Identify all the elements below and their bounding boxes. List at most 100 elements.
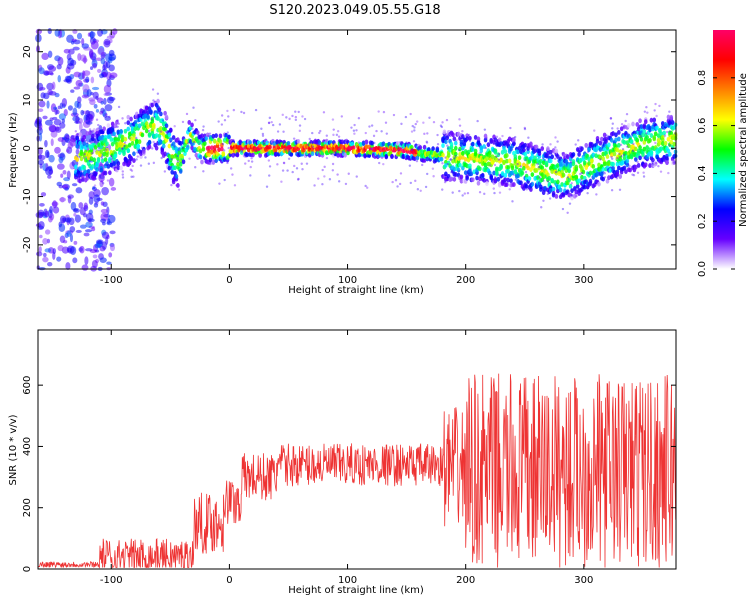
spectrogram-cell — [591, 163, 596, 169]
colorbar-ticks: 0.0 0.2 0.4 0.6 0.8 — [697, 70, 735, 277]
spectrogram-cell — [463, 156, 468, 162]
spectrogram-cell — [617, 136, 621, 142]
spectrogram-cell — [452, 176, 457, 182]
spectrogram-cell — [61, 118, 66, 124]
spectrogram-cell — [554, 170, 558, 174]
spectrogram-cell — [654, 102, 657, 106]
spectrogram-cell — [133, 143, 138, 149]
spectrogram-cell — [121, 173, 124, 176]
spectrogram-cell — [394, 179, 398, 182]
spectrogram-cell — [453, 157, 456, 160]
spectrogram-cell — [540, 206, 543, 209]
spectrogram-cell — [632, 142, 635, 146]
spectrogram-cell — [294, 115, 298, 119]
spectrogram-cell — [190, 122, 194, 128]
spectrogram-cell — [594, 153, 598, 159]
spectrogram-cell — [86, 168, 91, 174]
spectrogram-cell — [289, 152, 294, 157]
spectrogram-cell — [85, 109, 91, 117]
spectrogram-cell — [470, 177, 475, 183]
spectrogram-cell — [615, 147, 620, 153]
spectrogram-cell — [597, 162, 601, 168]
spectrogram-x-ticks: -100 0 100 200 300 — [100, 30, 593, 286]
spectrogram-y-label: Frequency (Hz) — [8, 112, 19, 188]
spectrogram-cell — [444, 139, 448, 145]
spectrogram-cell — [385, 132, 389, 135]
spectrogram-cell — [42, 238, 49, 245]
spectrogram-cell — [176, 183, 180, 188]
spectrogram-cell — [340, 115, 344, 118]
spectrogram-cell — [81, 264, 89, 271]
spectrogram-cell — [610, 189, 614, 192]
spectrogram-cell — [525, 188, 529, 191]
spectrogram-cell — [468, 139, 472, 143]
spectrogram-cell — [270, 120, 273, 124]
spectrogram-cell — [501, 134, 504, 138]
spectrogram-cell — [663, 140, 668, 146]
x-tick-label: 100 — [338, 575, 357, 586]
spectrogram-cell — [197, 140, 201, 146]
spectrogram-cell — [91, 178, 95, 182]
spectrogram-cell — [483, 192, 486, 196]
spectrogram-cell — [548, 149, 553, 155]
spectrogram-cell — [90, 66, 94, 70]
spectrogram-cell — [527, 136, 530, 139]
spectrogram-cell — [495, 155, 498, 158]
spectrogram-cell — [617, 165, 621, 171]
spectrogram-cell — [242, 111, 246, 115]
spectrogram-cell — [598, 140, 603, 146]
spectrogram-cell — [529, 167, 533, 173]
spectrogram-cell — [93, 103, 98, 109]
spectrogram-cell — [104, 113, 108, 116]
spectrogram-cell — [44, 210, 50, 218]
spectrogram-cell — [619, 143, 623, 147]
spectrogram-cell — [171, 179, 176, 185]
spectrogram-cell — [129, 136, 133, 142]
spectrogram-cell — [458, 124, 462, 127]
spectrogram-cell — [76, 101, 82, 109]
spectrogram-cell — [600, 171, 604, 177]
spectrogram-cell — [221, 151, 226, 156]
spectrogram-cell — [607, 161, 611, 167]
spectrogram-cell — [211, 160, 216, 165]
spectrogram-cell — [665, 156, 669, 162]
spectrogram-cell — [478, 166, 482, 172]
spectrogram-cell — [384, 154, 389, 159]
spectrogram-cell — [151, 147, 154, 150]
spectrogram-cell — [639, 124, 644, 129]
spectrogram-cell — [642, 156, 645, 159]
spectrogram-cell — [49, 206, 53, 214]
spectrogram-cell — [344, 139, 347, 143]
spectrogram-cell — [346, 150, 350, 156]
spectrogram-cell — [358, 141, 363, 147]
spectrogram-cell — [372, 134, 376, 138]
spectrogram-cell — [61, 97, 68, 107]
spectrogram-cell — [491, 139, 494, 143]
spectrogram-cell — [286, 169, 289, 172]
spectrogram-cell — [575, 194, 578, 198]
spectrogram-cell — [92, 62, 98, 69]
spectrogram-cell — [611, 157, 614, 160]
spectrogram-cell — [106, 163, 111, 169]
spectrogram-cell — [610, 155, 613, 159]
spectrogram-cell — [130, 140, 135, 146]
spectrogram-cell — [483, 128, 487, 131]
spectrogram-cell — [577, 147, 580, 150]
spectrogram-cell — [651, 163, 655, 166]
spectrogram-cell — [582, 160, 587, 166]
spectrogram-cell — [100, 157, 104, 160]
spectrogram-cell — [108, 115, 111, 119]
spectrogram-cell — [567, 177, 571, 183]
spectrogram-y-ticks: -20 -10 0 10 20 — [22, 45, 676, 253]
spectrogram-cell — [91, 86, 100, 91]
spectrogram-cell — [37, 146, 43, 155]
spectrogram-cell — [554, 136, 557, 139]
spectrogram-cell — [361, 141, 366, 147]
spectrogram-cell — [455, 139, 458, 142]
spectrogram-cell — [453, 145, 458, 151]
spectrogram-cell — [336, 129, 340, 133]
spectrogram-cell — [609, 152, 614, 158]
spectrogram-cell — [86, 141, 89, 145]
spectrogram-cell — [478, 152, 481, 155]
spectrogram-cell — [93, 189, 101, 197]
